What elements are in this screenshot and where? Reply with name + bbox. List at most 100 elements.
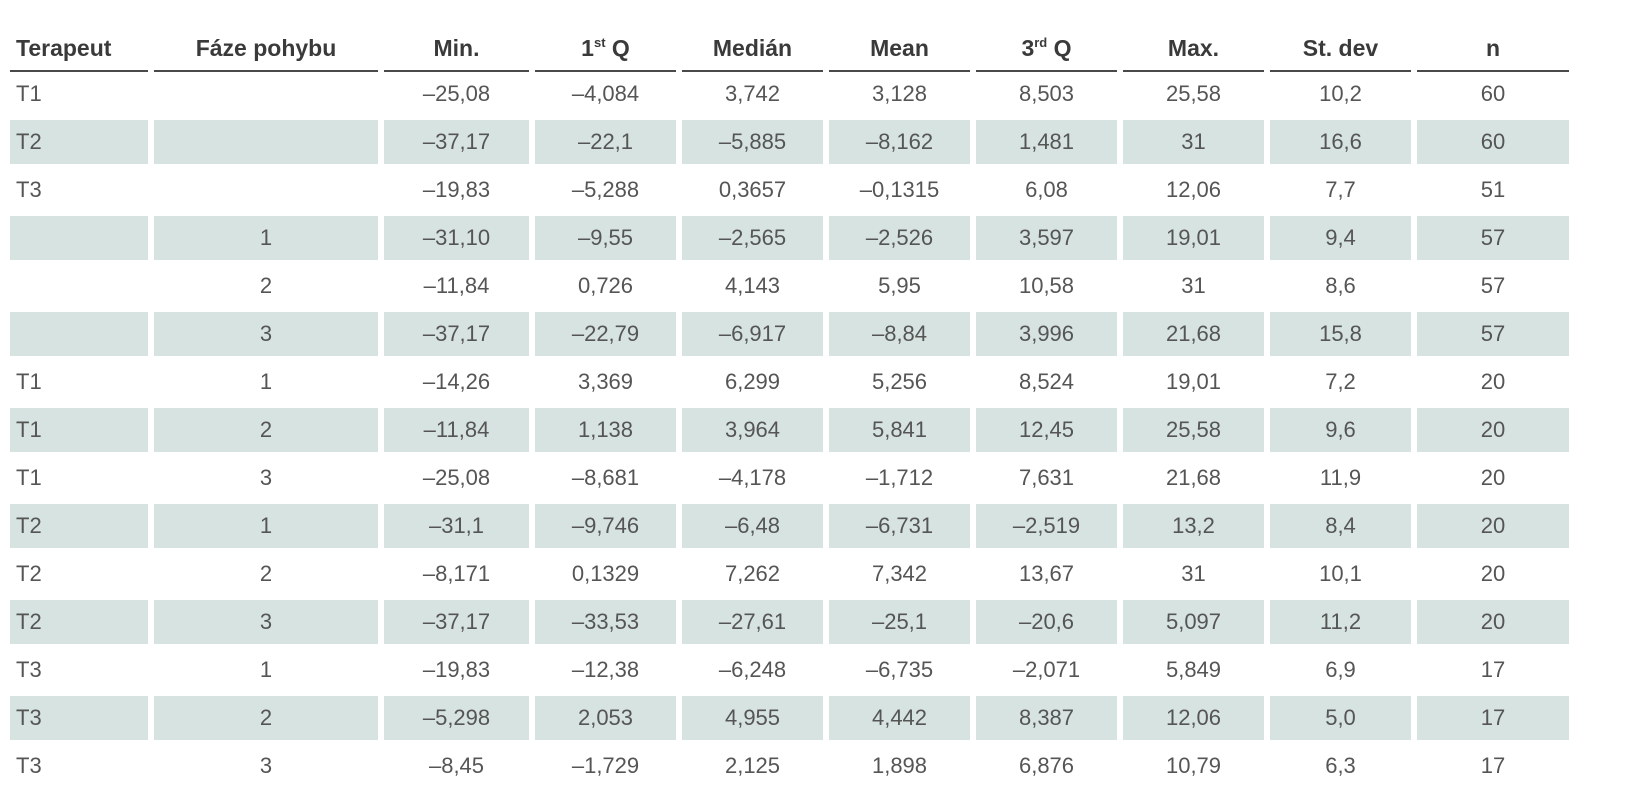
cell-mean: 5,256 [829, 360, 970, 408]
cell-3rd-q: 7,631 [976, 456, 1117, 504]
cell-median: –6,917 [682, 312, 823, 360]
cell-n: 17 [1417, 744, 1569, 792]
cell-mean: 1,898 [829, 744, 970, 792]
cell-3rd-q: 8,387 [976, 696, 1117, 744]
cell-mean: –1,712 [829, 456, 970, 504]
cell-n: 20 [1417, 360, 1569, 408]
cell-st-dev: 5,0 [1270, 696, 1411, 744]
header-3rd-q-number: 3 [1021, 35, 1035, 61]
cell-1st-q: 2,053 [535, 696, 676, 744]
cell-st-dev: 9,6 [1270, 408, 1411, 456]
cell-st-dev: 11,2 [1270, 600, 1411, 648]
cell-1st-q: –9,746 [535, 504, 676, 552]
cell-n: 57 [1417, 264, 1569, 312]
cell-mean: 4,442 [829, 696, 970, 744]
cell-1st-q: –1,729 [535, 744, 676, 792]
cell-terapeut: T1 [10, 456, 148, 504]
table-row: T3 1 –19,83 –12,38 –6,248 –6,735 –2,071 5,849 6,… [10, 648, 1569, 696]
cell-median: 3,742 [682, 72, 823, 120]
cell-3rd-q: 3,996 [976, 312, 1117, 360]
cell-max: 21,68 [1123, 312, 1264, 360]
cell-3rd-q: 3,597 [976, 216, 1117, 264]
cell-terapeut: T1 [10, 360, 148, 408]
table-row: T2 3 –37,17 –33,53 –27,61 –25,1 –20,6 5,097 11,2… [10, 600, 1569, 648]
cell-n: 60 [1417, 72, 1569, 120]
table-row: T1 –25,08 –4,084 3,742 3,128 8,503 25,58 10,2 60 [10, 72, 1569, 120]
cell-terapeut: T2 [10, 600, 148, 648]
cell-faze-pohybu: 2 [154, 552, 378, 600]
cell-faze-pohybu: 3 [154, 744, 378, 792]
cell-max: 12,06 [1123, 168, 1264, 216]
cell-max: 31 [1123, 120, 1264, 168]
cell-3rd-q: –2,071 [976, 648, 1117, 696]
cell-max: 5,849 [1123, 648, 1264, 696]
header-min: Min. [384, 18, 529, 72]
cell-terapeut: T2 [10, 120, 148, 168]
cell-faze-pohybu: 1 [154, 648, 378, 696]
table-row: T1 3 –25,08 –8,681 –4,178 –1,712 7,631 21,68 11,… [10, 456, 1569, 504]
cell-st-dev: 7,2 [1270, 360, 1411, 408]
cell-mean: –8,162 [829, 120, 970, 168]
cell-1st-q: –9,55 [535, 216, 676, 264]
cell-min: –31,1 [384, 504, 529, 552]
cell-1st-q: –33,53 [535, 600, 676, 648]
cell-1st-q: 3,369 [535, 360, 676, 408]
header-3rd-q-letter: Q [1047, 35, 1072, 61]
table-row: T3 –19,83 –5,288 0,3657 –0,1315 6,08 12,06 7,7 5… [10, 168, 1569, 216]
header-median: Medián [682, 18, 823, 72]
table-row: T2 2 –8,171 0,1329 7,262 7,342 13,67 31 10,1 20 [10, 552, 1569, 600]
cell-mean: –2,526 [829, 216, 970, 264]
cell-st-dev: 11,9 [1270, 456, 1411, 504]
cell-terapeut: T1 [10, 408, 148, 456]
cell-mean: 3,128 [829, 72, 970, 120]
cell-faze-pohybu [154, 72, 378, 120]
cell-min: –37,17 [384, 600, 529, 648]
cell-min: –11,84 [384, 408, 529, 456]
cell-median: 0,3657 [682, 168, 823, 216]
cell-mean: –8,84 [829, 312, 970, 360]
cell-terapeut: T2 [10, 552, 148, 600]
cell-min: –31,10 [384, 216, 529, 264]
cell-min: –19,83 [384, 168, 529, 216]
cell-mean: –25,1 [829, 600, 970, 648]
cell-max: 12,06 [1123, 696, 1264, 744]
cell-max: 19,01 [1123, 360, 1264, 408]
cell-min: –25,08 [384, 72, 529, 120]
cell-median: –4,178 [682, 456, 823, 504]
cell-max: 25,58 [1123, 408, 1264, 456]
cell-3rd-q: 13,67 [976, 552, 1117, 600]
cell-mean: 5,841 [829, 408, 970, 456]
header-faze-pohybu: Fáze pohybu [154, 18, 378, 72]
cell-1st-q: –22,79 [535, 312, 676, 360]
cell-3rd-q: 12,45 [976, 408, 1117, 456]
header-st-dev: St. dev [1270, 18, 1411, 72]
cell-3rd-q: –20,6 [976, 600, 1117, 648]
cell-median: 4,143 [682, 264, 823, 312]
cell-faze-pohybu: 1 [154, 216, 378, 264]
cell-st-dev: 10,1 [1270, 552, 1411, 600]
header-1st-q-number: 1 [581, 35, 594, 61]
cell-terapeut [10, 264, 148, 312]
cell-faze-pohybu [154, 168, 378, 216]
cell-n: 57 [1417, 216, 1569, 264]
cell-n: 20 [1417, 504, 1569, 552]
cell-median: 3,964 [682, 408, 823, 456]
cell-st-dev: 8,6 [1270, 264, 1411, 312]
cell-st-dev: 6,9 [1270, 648, 1411, 696]
cell-faze-pohybu: 2 [154, 264, 378, 312]
cell-median: –6,248 [682, 648, 823, 696]
table-row: T1 2 –11,84 1,138 3,964 5,841 12,45 25,58 9,6 20 [10, 408, 1569, 456]
cell-mean: –6,731 [829, 504, 970, 552]
cell-1st-q: –8,681 [535, 456, 676, 504]
cell-max: 25,58 [1123, 72, 1264, 120]
table-row: 3 –37,17 –22,79 –6,917 –8,84 3,996 21,68 15,8 57 [10, 312, 1569, 360]
cell-st-dev: 10,2 [1270, 72, 1411, 120]
table-row: 1 –31,10 –9,55 –2,565 –2,526 3,597 19,01 9,4 57 [10, 216, 1569, 264]
header-terapeut: Terapeut [10, 18, 148, 72]
cell-3rd-q: 8,503 [976, 72, 1117, 120]
table-row: 2 –11,84 0,726 4,143 5,95 10,58 31 8,6 57 [10, 264, 1569, 312]
cell-min: –37,17 [384, 120, 529, 168]
cell-n: 20 [1417, 456, 1569, 504]
cell-faze-pohybu: 1 [154, 504, 378, 552]
